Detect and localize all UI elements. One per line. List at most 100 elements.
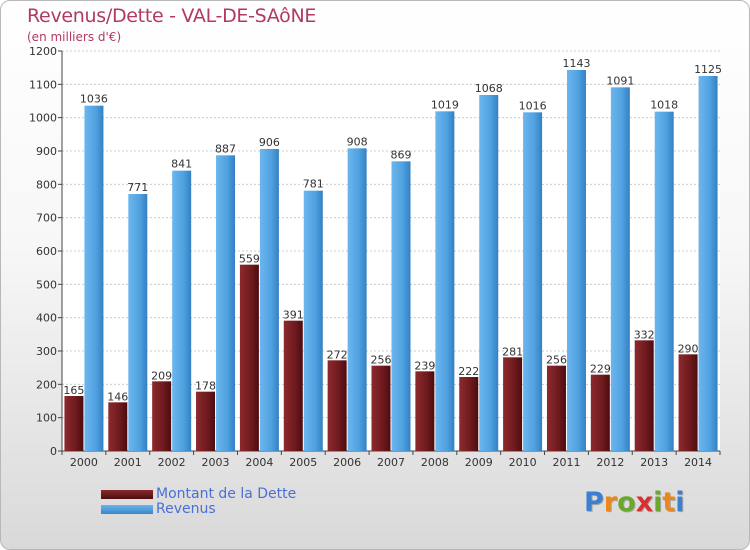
x-tick-label: 2013	[640, 456, 668, 469]
data-label-dette: 281	[502, 345, 523, 358]
chart-title: Revenus/Dette - VAL-DE-SAôNE	[27, 5, 317, 27]
chart-subtitle: (en milliers d'€)	[27, 30, 122, 44]
y-tick-label: 0	[50, 445, 57, 458]
y-tick-label: 200	[36, 378, 57, 391]
bar-dette	[503, 357, 523, 451]
data-label-revenus: 1019	[431, 98, 459, 111]
data-label-revenus: 1018	[650, 99, 678, 112]
bar-revenus	[172, 170, 192, 451]
y-tick-label: 1100	[29, 78, 57, 91]
data-label-revenus: 1091	[606, 74, 634, 87]
data-label-revenus: 1143	[562, 57, 590, 70]
data-label-dette: 332	[634, 328, 655, 341]
legend-swatch-dette	[101, 490, 153, 499]
x-tick-label: 2011	[552, 456, 580, 469]
data-label-dette: 165	[63, 384, 84, 397]
bar-dette	[546, 365, 566, 451]
data-label-revenus: 906	[259, 136, 280, 149]
logo-letter: i	[653, 487, 663, 518]
bar-dette	[152, 381, 172, 451]
bar-revenus	[698, 76, 718, 451]
y-tick-label: 600	[36, 245, 57, 258]
x-tick-label: 2003	[202, 456, 230, 469]
y-tick-label: 1000	[29, 112, 57, 125]
logo-letter: x	[635, 487, 654, 518]
bar-revenus	[391, 161, 411, 452]
bar-revenus	[566, 70, 586, 451]
bar-dette	[459, 377, 479, 451]
data-label-revenus: 1068	[475, 82, 503, 95]
legend-label-dette: Montant de la Dette	[156, 486, 297, 502]
data-label-revenus: 1036	[80, 93, 108, 106]
bar-dette	[634, 340, 654, 451]
y-tick-label: 1200	[29, 45, 57, 58]
logo-letter: i	[675, 487, 685, 518]
x-tick-label: 2005	[289, 456, 317, 469]
y-tick-label: 100	[36, 412, 57, 425]
data-label-revenus: 781	[303, 178, 324, 191]
data-label-dette: 272	[327, 348, 348, 361]
bar-revenus	[84, 105, 104, 452]
logo-letter: r	[603, 487, 618, 518]
bar-dette	[327, 360, 347, 451]
bar-revenus	[303, 190, 323, 451]
bar-revenus	[523, 112, 543, 451]
x-tick-label: 2001	[114, 456, 142, 469]
bar-revenus	[435, 111, 455, 451]
x-tick-label: 2008	[421, 456, 449, 469]
data-label-revenus: 1016	[519, 99, 547, 112]
data-label-dette: 229	[590, 363, 611, 376]
data-label-dette: 256	[546, 354, 567, 367]
legend-label-revenus: Revenus	[156, 501, 216, 517]
data-label-revenus: 908	[347, 135, 368, 148]
x-tick-label: 2010	[509, 456, 537, 469]
data-label-dette: 209	[151, 369, 172, 382]
data-label-dette: 222	[458, 365, 479, 378]
x-tick-label: 2002	[158, 456, 186, 469]
bar-dette	[415, 371, 435, 451]
data-label-dette: 559	[239, 253, 260, 266]
bar-revenus	[259, 149, 279, 451]
bar-dette	[64, 396, 84, 451]
x-tick-label: 2000	[70, 456, 98, 469]
bar-revenus	[610, 87, 630, 451]
x-tick-label: 2006	[333, 456, 361, 469]
data-label-dette: 391	[283, 309, 304, 322]
y-tick-label: 400	[36, 312, 57, 325]
data-label-revenus: 869	[391, 148, 412, 161]
data-label-dette: 239	[414, 359, 435, 372]
data-label-dette: 178	[195, 380, 216, 393]
legend-swatch-revenus	[101, 505, 153, 514]
bar-dette	[108, 402, 128, 451]
x-tick-label: 2007	[377, 456, 405, 469]
data-label-dette: 146	[107, 390, 128, 403]
logo-letter: P	[584, 487, 604, 518]
logo-letter: o	[617, 487, 636, 518]
bar-dette	[371, 365, 391, 451]
data-label-revenus: 771	[127, 181, 148, 194]
x-tick-label: 2004	[245, 456, 273, 469]
bar-revenus	[216, 155, 236, 452]
bar-revenus	[128, 194, 148, 451]
y-tick-label: 500	[36, 278, 57, 291]
x-tick-label: 2009	[465, 456, 493, 469]
bar-dette	[283, 320, 303, 451]
y-tick-label: 800	[36, 178, 57, 191]
data-label-revenus: 841	[171, 158, 192, 171]
bar-dette	[196, 391, 216, 451]
bar-dette	[239, 264, 259, 451]
data-label-dette: 290	[678, 342, 699, 355]
bar-dette	[678, 354, 698, 451]
x-tick-label: 2014	[684, 456, 712, 469]
data-label-revenus: 1125	[694, 63, 722, 76]
bar-dette	[590, 374, 610, 451]
data-label-revenus: 887	[215, 142, 236, 155]
x-tick-label: 2012	[596, 456, 624, 469]
y-tick-label: 300	[36, 345, 57, 358]
data-label-dette: 256	[371, 354, 392, 367]
y-tick-label: 700	[36, 212, 57, 225]
y-tick-label: 900	[36, 145, 57, 158]
bar-revenus	[479, 95, 499, 451]
